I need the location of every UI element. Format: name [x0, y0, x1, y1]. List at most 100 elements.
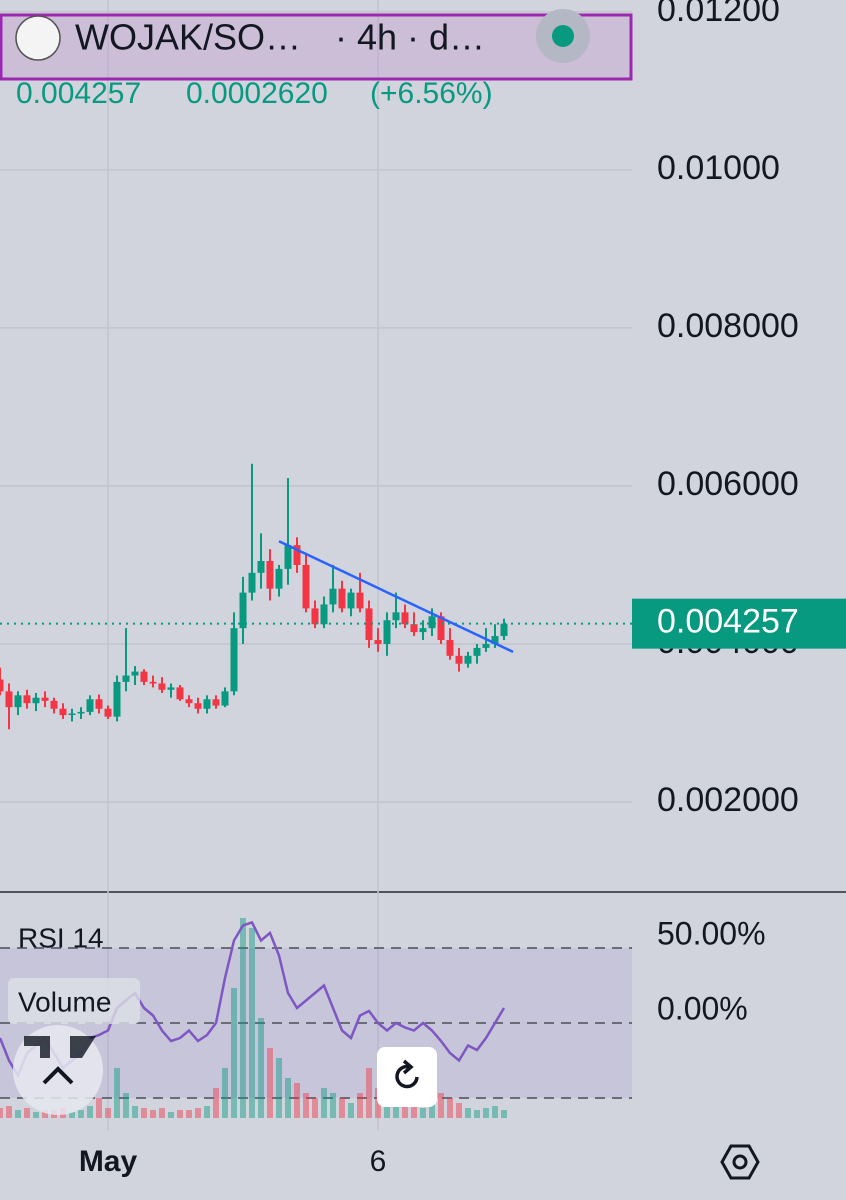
- volume-bar: [375, 1088, 381, 1118]
- volume-bar: [267, 1048, 273, 1118]
- volume-bar: [6, 1106, 12, 1118]
- volume-bar: [105, 1108, 111, 1118]
- candle-body: [95, 699, 103, 709]
- rsi-label: RSI 14: [18, 922, 104, 953]
- y-tick-label: 0.002000: [657, 781, 799, 819]
- volume-bar: [366, 1068, 372, 1118]
- candle-body: [23, 695, 31, 704]
- volume-bar: [285, 1078, 291, 1118]
- candle-body: [257, 560, 265, 573]
- symbol[interactable]: WOJAK/SO…: [75, 17, 301, 58]
- volume-bar: [141, 1108, 147, 1118]
- candle-body: [0, 679, 4, 692]
- volume-bar: [258, 1018, 264, 1118]
- candle-body: [176, 687, 184, 700]
- x-tick-label: 6: [370, 1145, 387, 1178]
- reset-icon: [395, 1059, 419, 1089]
- volume-bar: [402, 1103, 408, 1118]
- volume-label: Volume: [18, 986, 111, 1017]
- candle-body: [491, 636, 499, 644]
- volume-bar: [321, 1088, 327, 1118]
- last-price-label: 0.004257: [657, 603, 799, 641]
- candle-body: [473, 647, 481, 656]
- candle-body: [464, 655, 472, 664]
- volume-bar: [483, 1108, 489, 1118]
- volume-bar: [429, 1098, 435, 1118]
- volume-bar: [150, 1110, 156, 1118]
- volume-bar: [339, 1098, 345, 1118]
- volume-bar: [447, 1098, 453, 1118]
- volume-bar: [438, 1093, 444, 1118]
- volume-bar: [132, 1106, 138, 1118]
- y-tick-label: 0.01000: [657, 149, 780, 187]
- volume-bar: [123, 1093, 129, 1118]
- candle-body: [401, 612, 409, 625]
- volume-bar: [393, 1098, 399, 1118]
- candle-body: [365, 608, 373, 641]
- symbol-logo: [15, 15, 61, 61]
- candle-body: [248, 572, 256, 593]
- candle-body: [239, 592, 247, 629]
- candle-body: [212, 699, 220, 706]
- volume-bar: [78, 1110, 84, 1118]
- candle-body: [113, 681, 121, 717]
- volume-bar: [411, 1103, 417, 1118]
- volume-bar: [465, 1108, 471, 1118]
- candle-body: [32, 697, 40, 704]
- volume-bar: [0, 1108, 3, 1118]
- volume-bar: [15, 1110, 21, 1118]
- rsi-tick-label: 50.00%: [657, 915, 766, 951]
- y-tick-label: 0.006000: [657, 465, 799, 503]
- y-tick-label: 0.01200: [657, 0, 780, 29]
- reset-button[interactable]: [377, 1047, 437, 1107]
- header: WOJAK/SO… · 4h · d… 0.004257 0.0002620 (+6.5…: [0, 9, 633, 110]
- last-price-tag: [632, 598, 846, 649]
- candle-body: [320, 604, 328, 625]
- candle-body: [428, 616, 436, 629]
- settings-dot: [732, 1154, 748, 1170]
- candle-body: [275, 568, 283, 589]
- collapse-icon: [42, 1066, 74, 1085]
- volume-bar: [492, 1106, 498, 1118]
- candle-body: [311, 608, 319, 625]
- candle-body: [149, 681, 157, 684]
- candle-body: [482, 643, 490, 648]
- y-tick-label: 0.008000: [657, 307, 799, 345]
- volume-bar: [303, 1093, 309, 1118]
- volume-bar: [24, 1108, 30, 1118]
- volume-bar: [249, 928, 255, 1118]
- volume-bar: [348, 1103, 354, 1118]
- candle-body: [302, 564, 310, 609]
- candle-body: [68, 713, 76, 716]
- candle-body: [410, 624, 418, 633]
- candle-body: [41, 697, 49, 701]
- candle-body: [131, 671, 139, 676]
- candle-body: [59, 708, 67, 716]
- candle-body: [329, 588, 337, 605]
- header-box: [0, 13, 633, 81]
- candle-body: [284, 545, 292, 569]
- candle-body: [383, 620, 391, 644]
- candle-body: [194, 703, 202, 709]
- candle-body: [356, 592, 364, 609]
- volume-bar: [204, 1106, 210, 1118]
- volume-label-bg: [8, 978, 140, 1024]
- volume-bar: [168, 1112, 174, 1118]
- settings-icon[interactable]: [720, 1144, 760, 1180]
- candle-body: [293, 545, 301, 565]
- candle-body: [221, 691, 229, 706]
- volume-bar: [186, 1110, 192, 1118]
- volume-bar: [276, 1058, 282, 1118]
- interval[interactable]: · 4h · d…: [335, 17, 485, 58]
- candle-body: [185, 699, 193, 704]
- volume-bar: [159, 1108, 165, 1118]
- volume-bar: [33, 1112, 39, 1118]
- volume-bar: [294, 1083, 300, 1118]
- volume-bar: [87, 1106, 93, 1118]
- candle-body: [122, 675, 130, 682]
- candle-body: [230, 628, 238, 692]
- volume-bar: [312, 1098, 318, 1118]
- candle-body: [77, 711, 85, 714]
- candle-body: [50, 700, 58, 709]
- candle-body: [437, 616, 445, 641]
